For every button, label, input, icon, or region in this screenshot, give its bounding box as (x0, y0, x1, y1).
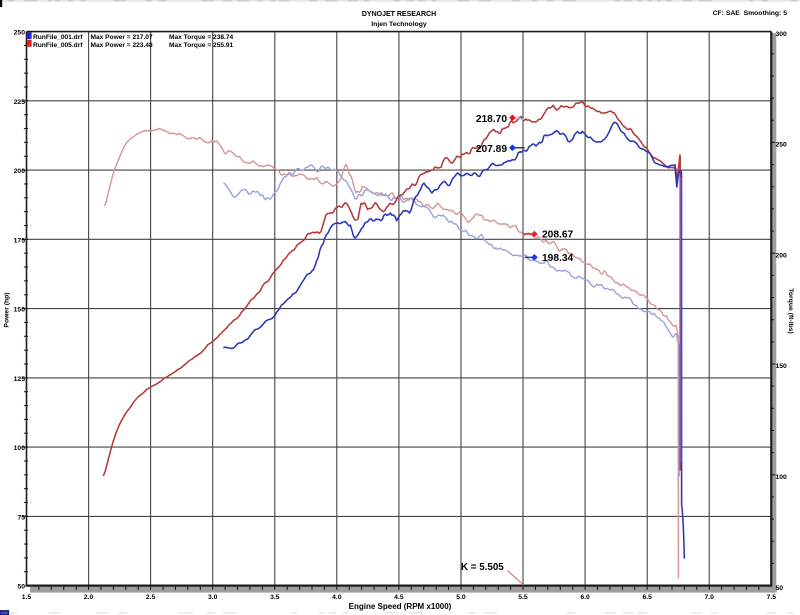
svg-text:208.67: 208.67 (542, 230, 573, 241)
svg-text:7.5: 7.5 (767, 594, 777, 601)
svg-text:Max Power = 223.48: Max Power = 223.48 (91, 42, 153, 49)
svg-text:Torque (ft-lbs): Torque (ft-lbs) (787, 288, 794, 334)
svg-text:6.0: 6.0 (580, 594, 590, 601)
svg-text:5.5: 5.5 (518, 594, 528, 601)
svg-text:Max Torque = 255.91: Max Torque = 255.91 (169, 42, 234, 49)
svg-text:Engine Speed (RPM x1000): Engine Speed (RPM x1000) (349, 602, 452, 611)
svg-text:175: 175 (14, 237, 26, 244)
svg-text:2.5: 2.5 (146, 594, 156, 601)
svg-text:300: 300 (776, 31, 788, 38)
svg-text:50: 50 (17, 584, 25, 591)
svg-text:CF: SAE Smoothing: 5: CF: SAE Smoothing: 5 (713, 10, 788, 17)
svg-text:250: 250 (776, 142, 788, 149)
svg-text:7.0: 7.0 (704, 594, 714, 601)
svg-text:RunFile_005.drf: RunFile_005.drf (33, 42, 83, 49)
svg-text:50: 50 (776, 585, 784, 592)
svg-text:3.5: 3.5 (270, 594, 280, 601)
svg-text:225: 225 (14, 99, 26, 106)
svg-text:K = 5.505: K = 5.505 (461, 562, 504, 573)
svg-text:100: 100 (14, 445, 26, 452)
svg-text:5.0: 5.0 (456, 594, 466, 601)
svg-text:100: 100 (776, 474, 788, 481)
svg-text:4.5: 4.5 (394, 594, 404, 601)
svg-text:125: 125 (14, 376, 26, 383)
svg-text:200: 200 (14, 168, 26, 175)
svg-text:Max Power = 217.07: Max Power = 217.07 (91, 34, 153, 41)
svg-text:3.0: 3.0 (208, 594, 218, 601)
svg-text:2.0: 2.0 (84, 594, 94, 601)
svg-text:6.5: 6.5 (642, 594, 652, 601)
svg-text:Power (hp): Power (hp) (4, 292, 11, 327)
svg-text:218.70: 218.70 (476, 114, 507, 125)
svg-text:Max Torque = 238.74: Max Torque = 238.74 (169, 34, 234, 41)
svg-text:75: 75 (17, 514, 25, 521)
svg-text:198.34: 198.34 (542, 253, 573, 264)
svg-text:250: 250 (14, 30, 26, 37)
svg-text:Injen Technology: Injen Technology (371, 21, 427, 28)
svg-text:DYNOJET RESEARCH: DYNOJET RESEARCH (362, 11, 436, 18)
svg-text:207.89: 207.89 (476, 144, 507, 155)
svg-text:1.5: 1.5 (22, 594, 32, 601)
svg-text:150: 150 (776, 363, 788, 370)
svg-text:4.0: 4.0 (332, 594, 342, 601)
svg-text:200: 200 (776, 252, 788, 259)
svg-text:RunFile_001.drf: RunFile_001.drf (33, 34, 83, 41)
svg-text:150: 150 (14, 307, 26, 314)
